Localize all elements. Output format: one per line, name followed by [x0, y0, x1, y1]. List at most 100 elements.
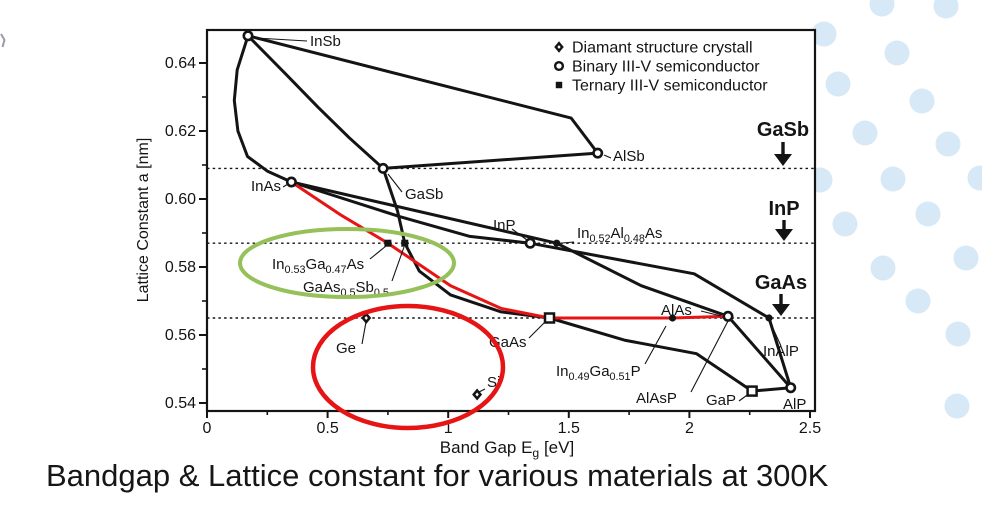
marker-circle-open [592, 147, 604, 159]
legend-marker-1 [553, 60, 565, 72]
marker-circle-open [285, 176, 297, 188]
arrow-down-icon-gasb [774, 154, 792, 166]
label-InAs: InAs [251, 178, 281, 195]
background-dot [880, 166, 906, 192]
alloy-curve-4 [381, 166, 551, 320]
leader-InGaP [644, 325, 667, 365]
background-dot [967, 165, 982, 191]
marker-diamond-center [475, 392, 479, 397]
data-point-AlAs [722, 310, 734, 322]
marker-circle-open [524, 237, 536, 249]
label-InP: InP [493, 217, 516, 234]
legend-marker-0 [554, 41, 564, 53]
label-InGaP: In0.49Ga0.51P [556, 363, 641, 383]
annotation-inp: InP [768, 198, 799, 220]
red-highlight-ellipse [310, 303, 506, 431]
y-tick-label-0.58: 0.58 [165, 259, 196, 276]
annotation-gaas: GaAs [755, 272, 807, 294]
leader-Ge [361, 321, 367, 345]
x-tick-label-1.5: 1.5 [558, 420, 580, 437]
background-dot [884, 40, 910, 66]
data-point-Si [472, 388, 483, 401]
y-tick-label-0.64: 0.64 [165, 55, 196, 72]
data-point-InAs [285, 176, 297, 188]
leader-InSb [255, 37, 308, 42]
alloy-curve-1 [246, 34, 385, 170]
alloy-curve-0 [232, 34, 293, 184]
marker-circle-open [553, 60, 565, 72]
green-highlight-ellipse [238, 227, 456, 299]
alloy-curve-8 [548, 316, 754, 393]
arrow-down-icon-inp [775, 229, 793, 241]
x-tick-label-2.5: 2.5 [799, 420, 821, 437]
label-AlSb: AlSb [613, 148, 645, 165]
x-tick-label-1: 1 [444, 420, 453, 437]
label-Ge: Ge [336, 340, 356, 357]
x-tick-label-2: 2 [685, 420, 694, 437]
label-AlAs: AlAs [661, 302, 692, 319]
marker-diamond-center [364, 316, 368, 320]
leader-Si [478, 388, 486, 393]
legend-marker-2 [555, 81, 563, 89]
legend-label-2: Ternary III-V semiconductor [572, 78, 768, 95]
y-tick-label-0.62: 0.62 [165, 123, 196, 140]
label-GaP: GaP [706, 392, 736, 409]
marker-square-filled [401, 239, 409, 247]
data-point-InAlP [765, 314, 773, 322]
legend-label-1: Binary III-V semiconductor [572, 59, 760, 76]
background-dot [953, 245, 979, 271]
data-point-InGaAs [384, 239, 392, 247]
alloy-curve-6 [289, 180, 730, 318]
marker-circle-open [785, 382, 797, 394]
alloy-curve-10 [750, 386, 793, 393]
leader-GaAs [528, 320, 547, 339]
marker-circle-filled [668, 314, 677, 322]
leader-InGaAs [369, 245, 387, 260]
red-alloy-curve-12 [548, 314, 730, 320]
background-dot [869, 0, 895, 17]
data-point-InAlAs [553, 239, 561, 247]
background-dot [909, 88, 935, 114]
alloy-curve-9 [726, 314, 793, 390]
data-point-GaP [746, 385, 758, 397]
background-dot [945, 321, 971, 347]
leader-AlAsP [690, 320, 729, 393]
x-axis-title: Band Gap Eg [eV] [440, 438, 574, 460]
data-point-GaAsSb [401, 239, 409, 247]
background-dot [905, 288, 931, 314]
label-GaSb: GaSb [405, 186, 443, 203]
background-dot [915, 201, 941, 227]
background-dot [935, 131, 961, 157]
label-AlAsP: AlAsP [636, 390, 677, 407]
label-InSb: InSb [310, 33, 341, 50]
marker-square-filled [384, 239, 392, 247]
background-dot [933, 0, 959, 19]
scan-artifact [0, 33, 6, 48]
marker-square-open [746, 385, 758, 397]
marker-circle-filled [765, 314, 773, 322]
x-tick-label-0.5: 0.5 [316, 420, 338, 437]
y-tick-label-0.60: 0.60 [165, 191, 196, 208]
alloy-curve-5 [289, 180, 532, 245]
leader-InP [511, 228, 528, 241]
data-point-InSb [242, 30, 254, 42]
label-AlP: AlP [783, 396, 806, 413]
label-InGaAs: In0.53Ga0.47As [272, 256, 364, 276]
leader-GaAsSb [391, 246, 405, 282]
data-point-AlSb [592, 147, 604, 159]
legend-label-0: Diamant structure crystall [572, 40, 753, 57]
leader-InAlAs [561, 241, 575, 244]
marker-square-filled [555, 81, 563, 89]
red-alloy-curve-11 [289, 180, 551, 320]
background-dot [870, 255, 896, 281]
alloy-curve-2 [246, 34, 600, 155]
marker-circle-open [377, 162, 389, 174]
y-axis-title: Lattice Constant a [nm] [135, 138, 152, 303]
marker-diamond-center [557, 45, 561, 49]
data-point-AlP [785, 382, 797, 394]
background-dot [944, 393, 970, 419]
y-tick-label-0.54: 0.54 [165, 395, 196, 412]
x-tick-label-0: 0 [203, 420, 212, 437]
